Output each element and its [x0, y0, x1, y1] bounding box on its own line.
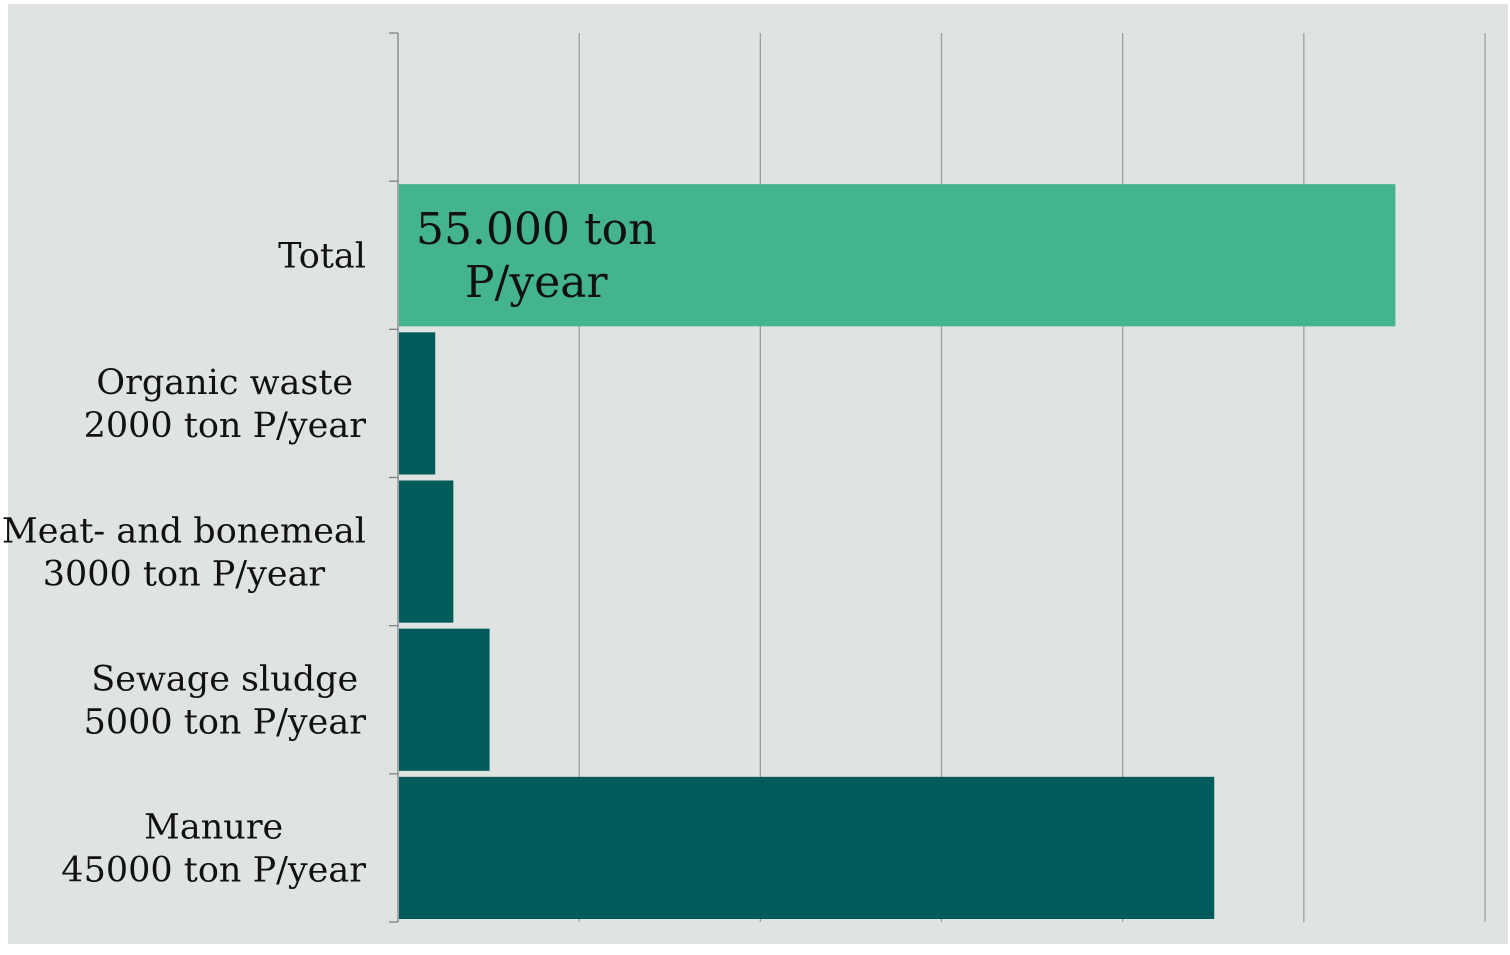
category-label-line: Organic waste [96, 363, 353, 403]
category-label-line: Total [278, 237, 366, 277]
bar-sewage-sludge [399, 628, 490, 771]
bar-organic-waste [399, 332, 436, 475]
category-label-line: Meat- and bonemeal [2, 511, 366, 551]
category-label-line: 2000 ton P/year [84, 406, 367, 446]
category-label-line: 3000 ton P/year [43, 554, 326, 594]
bar-meat-and-bonemeal [399, 480, 454, 623]
bar-manure [399, 776, 1215, 919]
category-label-line: Manure [144, 808, 283, 848]
annotation-line: 55.000 ton [416, 204, 656, 255]
gridlines [578, 33, 1486, 922]
category-label-line: Sewage sludge [91, 660, 358, 700]
category-label-line: 45000 ton P/year [61, 851, 366, 891]
category-label-total: Total [278, 237, 366, 277]
annotation-line: P/year [465, 257, 609, 308]
category-label-line: 5000 ton P/year [84, 703, 367, 743]
bar-total [399, 184, 1396, 327]
